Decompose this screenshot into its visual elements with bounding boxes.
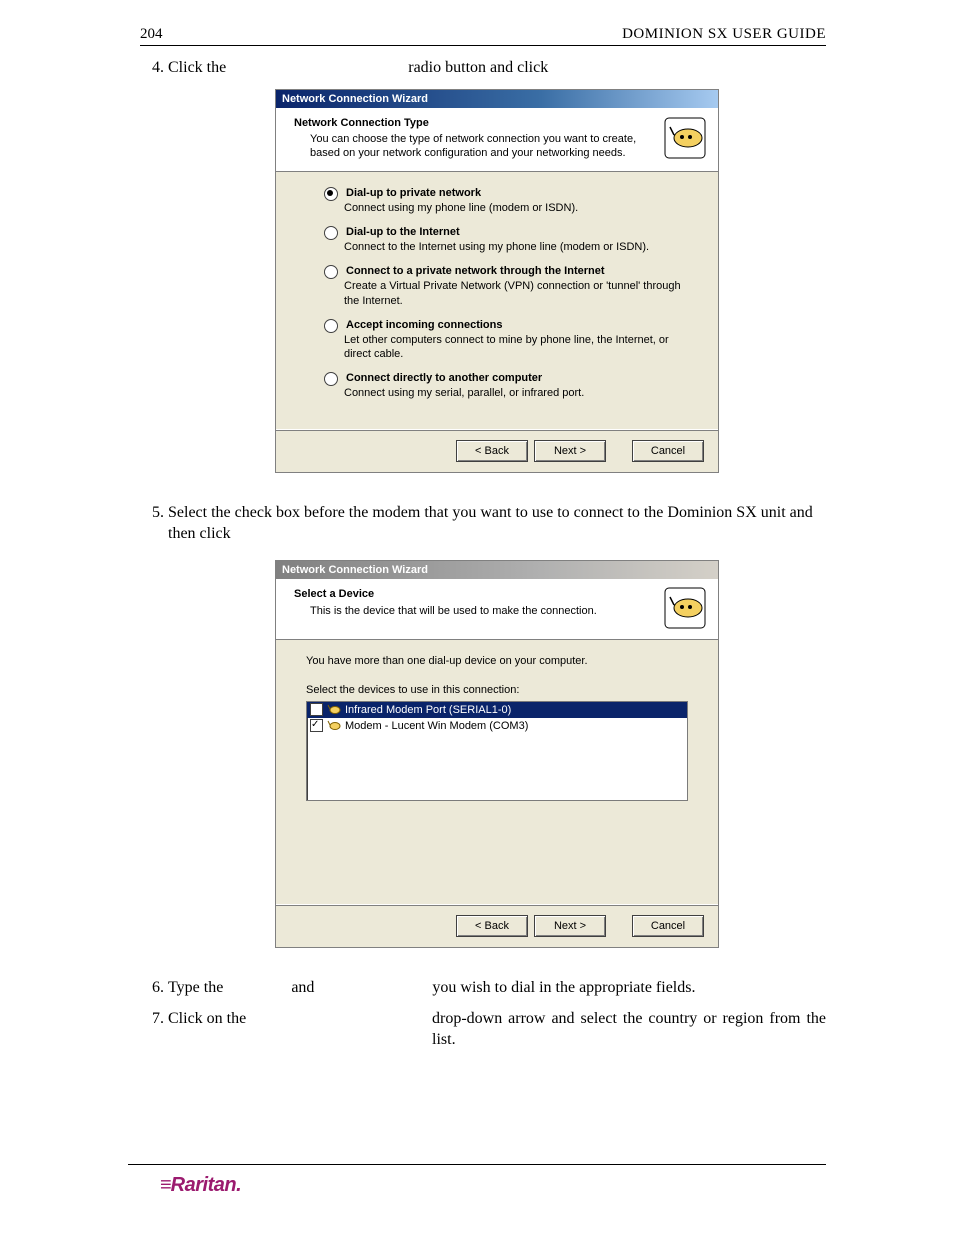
step-5: Select the check box before the modem th… bbox=[168, 503, 826, 949]
step6-b: and bbox=[291, 979, 314, 996]
option-direct[interactable]: Connect directly to another computer Con… bbox=[324, 371, 688, 400]
wizard-head-title: Select a Device bbox=[294, 587, 597, 601]
cancel-button[interactable]: Cancel bbox=[632, 440, 704, 462]
radio-icon[interactable] bbox=[324, 187, 338, 201]
raritan-logo: ≡Raritan. bbox=[160, 1174, 241, 1197]
radio-icon[interactable] bbox=[324, 265, 338, 279]
checkbox-icon[interactable] bbox=[310, 719, 323, 732]
step4-text-b: radio button and click bbox=[226, 58, 558, 79]
titlebar[interactable]: Network Connection Wizard bbox=[276, 90, 718, 108]
guide-title: DOMINION SX USER GUIDE bbox=[622, 26, 826, 43]
device-label: Infrared Modem Port (SERIAL1-0) bbox=[345, 703, 511, 717]
device-instruction: You have more than one dial-up device on… bbox=[306, 654, 688, 668]
wizard-head-sub: This is the device that will be used to … bbox=[310, 604, 597, 618]
page: 204 DOMINION SX USER GUIDE Click the rad… bbox=[0, 0, 954, 1235]
page-number: 204 bbox=[140, 26, 163, 43]
option-dialup-internet[interactable]: Dial-up to the Internet Connect to the I… bbox=[324, 225, 688, 254]
modem-icon bbox=[664, 117, 706, 159]
radio-icon[interactable] bbox=[324, 372, 338, 386]
step-6: Type the and you wish to dial in the app… bbox=[168, 978, 826, 999]
step6-c: you wish to dial in the appropriate fiel… bbox=[432, 979, 695, 996]
instruction-list: Click the radio button and click Network… bbox=[140, 58, 826, 1051]
step7-b: drop-down arrow and select the country o… bbox=[432, 1009, 826, 1051]
back-button[interactable]: < Back bbox=[456, 915, 528, 937]
device-list[interactable]: Infrared Modem Port (SERIAL1-0) Modem - … bbox=[306, 701, 688, 801]
option-dialup-private[interactable]: Dial-up to private network Connect using… bbox=[324, 186, 688, 215]
wizard-body: You have more than one dial-up device on… bbox=[276, 640, 718, 904]
wizard-head-sub: You can choose the type of network conne… bbox=[310, 132, 640, 161]
next-button[interactable]: Next > bbox=[534, 440, 606, 462]
wizard-header: Select a Device This is the device that … bbox=[276, 579, 718, 640]
step5-text: Select the check box before the modem th… bbox=[168, 504, 813, 542]
wizard-body: Dial-up to private network Connect using… bbox=[276, 172, 718, 429]
step4-text-a: Click the bbox=[168, 58, 226, 79]
device-icon bbox=[327, 704, 341, 716]
radio-icon[interactable] bbox=[324, 319, 338, 333]
wizard-select-device: Network Connection Wizard Select a Devic… bbox=[275, 560, 719, 948]
device-list-label: Select the devices to use in this connec… bbox=[306, 683, 688, 697]
wizard-footer: < Back Next > Cancel bbox=[276, 904, 718, 947]
step6-a: Type the bbox=[168, 979, 223, 996]
option-incoming[interactable]: Accept incoming connections Let other co… bbox=[324, 318, 688, 362]
wizard-footer: < Back Next > Cancel bbox=[276, 429, 718, 472]
step-7: Click on the drop-down arrow and select … bbox=[168, 1009, 826, 1051]
step7-a: Click on the bbox=[168, 1009, 264, 1051]
cancel-button[interactable]: Cancel bbox=[632, 915, 704, 937]
device-label: Modem - Lucent Win Modem (COM3) bbox=[345, 719, 528, 733]
device-row-infrared[interactable]: Infrared Modem Port (SERIAL1-0) bbox=[307, 702, 687, 718]
checkbox-icon[interactable] bbox=[310, 703, 323, 716]
footer-rule bbox=[128, 1164, 826, 1165]
modem-icon bbox=[664, 587, 706, 629]
device-row-lucent[interactable]: Modem - Lucent Win Modem (COM3) bbox=[307, 718, 687, 734]
device-icon bbox=[327, 720, 341, 732]
radio-icon[interactable] bbox=[324, 226, 338, 240]
wizard-header: Network Connection Type You can choose t… bbox=[276, 108, 718, 172]
page-header: 204 DOMINION SX USER GUIDE bbox=[140, 26, 826, 46]
back-button[interactable]: < Back bbox=[456, 440, 528, 462]
titlebar[interactable]: Network Connection Wizard bbox=[276, 561, 718, 579]
next-button[interactable]: Next > bbox=[534, 915, 606, 937]
wizard-head-title: Network Connection Type bbox=[294, 116, 640, 130]
option-vpn[interactable]: Connect to a private network through the… bbox=[324, 264, 688, 308]
wizard-connection-type: Network Connection Wizard Network Connec… bbox=[275, 89, 719, 473]
step-4: Click the radio button and click Network… bbox=[168, 58, 826, 473]
